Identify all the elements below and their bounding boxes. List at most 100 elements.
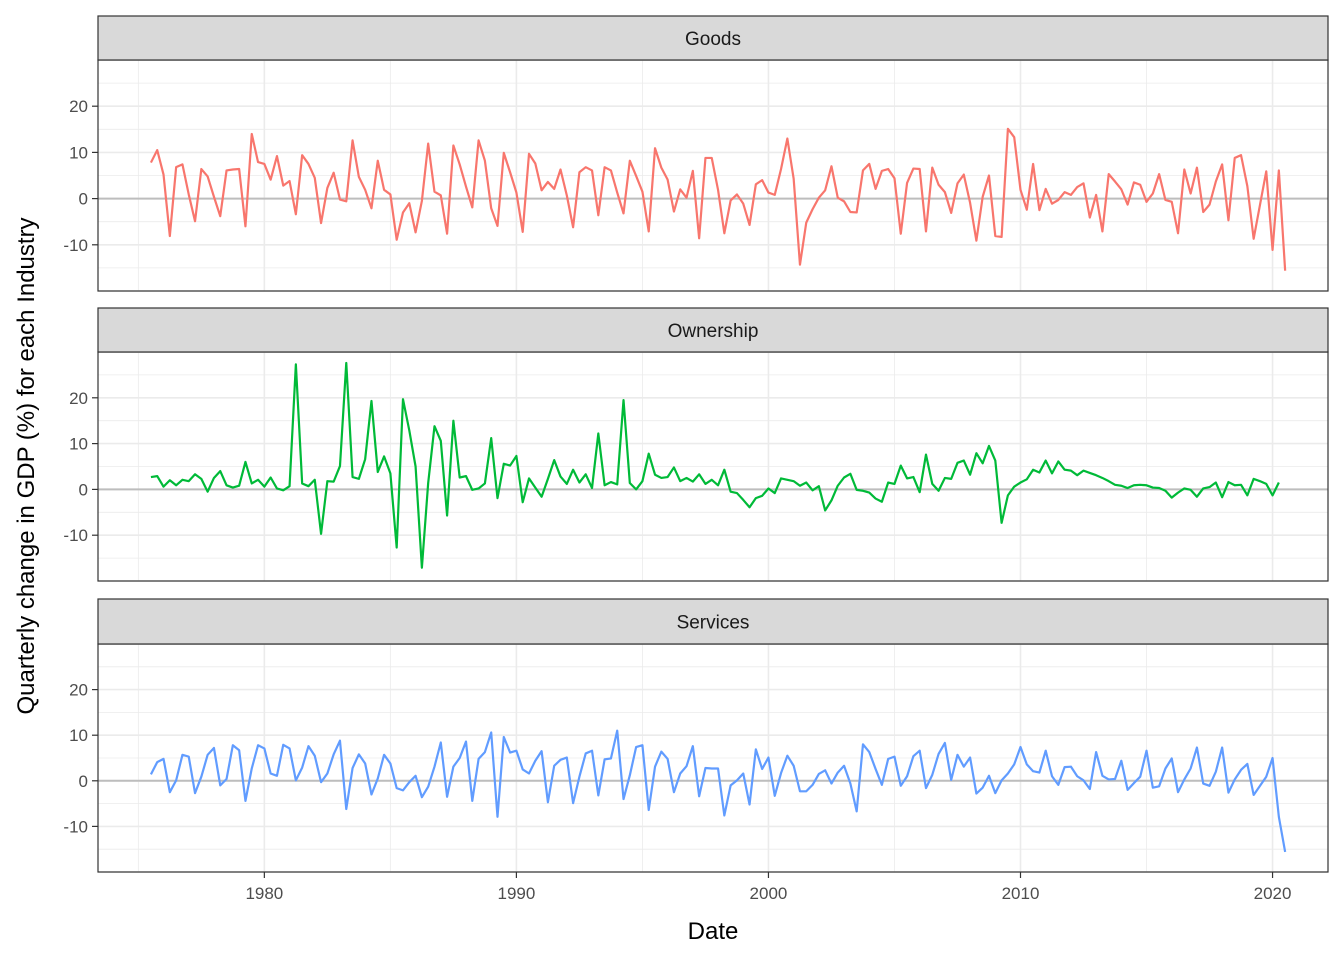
data-point — [395, 787, 397, 789]
data-point — [288, 485, 290, 487]
data-point — [906, 477, 908, 479]
data-point — [874, 497, 876, 499]
data-point — [660, 750, 662, 752]
data-point — [855, 211, 857, 213]
data-point — [616, 483, 618, 485]
data-point — [269, 772, 271, 774]
data-point — [1038, 471, 1040, 473]
data-point — [477, 758, 479, 760]
data-point — [1215, 481, 1217, 483]
data-point — [994, 235, 996, 237]
data-point — [263, 163, 265, 165]
data-point — [503, 152, 505, 154]
data-point — [295, 213, 297, 215]
data-point — [251, 133, 253, 135]
data-point — [1208, 203, 1210, 205]
data-point — [458, 757, 460, 759]
data-point — [843, 765, 845, 767]
data-point — [414, 231, 416, 233]
data-point — [975, 792, 977, 794]
data-point — [1278, 481, 1280, 483]
data-point — [320, 222, 322, 224]
data-point — [484, 160, 486, 162]
data-point — [540, 750, 542, 752]
data-point — [282, 744, 284, 746]
data-point — [1152, 192, 1154, 194]
data-point — [232, 744, 234, 746]
data-point — [206, 175, 208, 177]
data-point — [351, 476, 353, 478]
data-point — [994, 792, 996, 794]
data-point — [1271, 249, 1273, 251]
data-point — [1252, 238, 1254, 240]
data-point — [452, 765, 454, 767]
data-point — [1208, 785, 1210, 787]
data-point — [666, 476, 668, 478]
data-point — [181, 479, 183, 481]
data-point — [761, 768, 763, 770]
data-point — [1215, 180, 1217, 182]
data-point — [421, 200, 423, 202]
data-point — [251, 767, 253, 769]
x-tick-label: 1990 — [497, 884, 535, 903]
data-point — [975, 239, 977, 241]
data-point — [421, 567, 423, 569]
data-point — [326, 772, 328, 774]
data-point — [729, 490, 731, 492]
data-point — [685, 196, 687, 198]
data-point — [232, 168, 234, 170]
data-point — [666, 758, 668, 760]
data-point — [610, 757, 612, 759]
data-point — [1101, 775, 1103, 777]
data-point — [717, 484, 719, 486]
facet-strip — [97, 598, 1329, 645]
data-point — [717, 767, 719, 769]
data-point — [862, 169, 864, 171]
data-point — [1007, 128, 1009, 130]
data-point — [597, 794, 599, 796]
data-point — [169, 791, 171, 793]
data-point — [522, 231, 524, 233]
data-point — [981, 786, 983, 788]
data-point — [685, 477, 687, 479]
data-point — [156, 761, 158, 763]
data-point — [490, 731, 492, 733]
data-point — [547, 478, 549, 480]
data-point — [748, 506, 750, 508]
data-point — [553, 188, 555, 190]
data-point — [503, 463, 505, 465]
data-point — [169, 479, 171, 481]
data-point — [1063, 191, 1065, 193]
data-point — [792, 178, 794, 180]
data-point — [767, 756, 769, 758]
data-point — [792, 480, 794, 482]
data-point — [351, 767, 353, 769]
data-point — [981, 462, 983, 464]
data-point — [1038, 771, 1040, 773]
x-axis-title: Date — [688, 918, 739, 945]
data-point — [1259, 204, 1261, 206]
x-tick-label: 2010 — [1002, 884, 1040, 903]
data-point — [1164, 199, 1166, 201]
data-point — [389, 472, 391, 474]
data-point — [559, 475, 561, 477]
data-point — [320, 781, 322, 783]
data-point — [818, 485, 820, 487]
data-point — [1076, 186, 1078, 188]
data-point — [742, 772, 744, 774]
data-point — [509, 751, 511, 753]
panel-goods: Goods -10 0 10 20 — [63, 15, 1329, 292]
data-point — [912, 167, 914, 169]
data-point — [364, 458, 366, 460]
data-point — [956, 462, 958, 464]
data-point — [679, 772, 681, 774]
data-point — [1019, 746, 1021, 748]
data-point — [1265, 775, 1267, 777]
data-point — [244, 461, 246, 463]
data-point — [276, 155, 278, 157]
data-point — [402, 789, 404, 791]
data-point — [679, 188, 681, 190]
data-point — [1215, 770, 1217, 772]
data-point — [534, 162, 536, 164]
